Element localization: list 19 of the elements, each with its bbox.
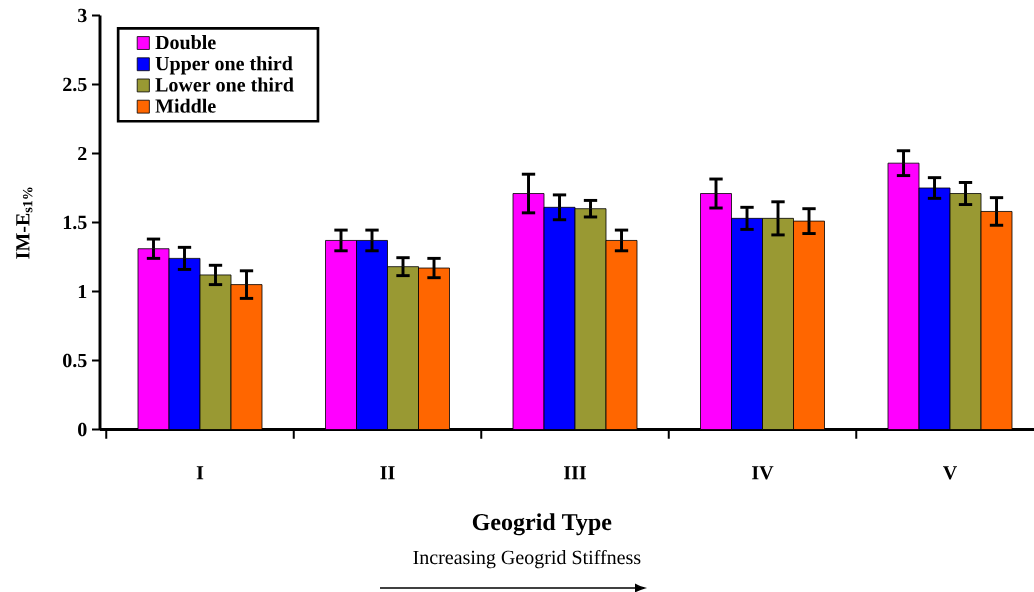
y-tick-label: 0.5 (63, 353, 87, 368)
legend-label: Double (155, 35, 216, 50)
legend-label: Lower one third (155, 77, 294, 92)
x-tick-label: I (196, 466, 204, 480)
text: Increasing Geogrid Stiffness (413, 549, 641, 569)
x-axis-title: Geogrid Type (472, 513, 612, 536)
y-tick-label: 1.5 (63, 215, 87, 230)
x-tick-label: III (564, 466, 586, 480)
legend-label: Upper one third (155, 56, 293, 75)
y-tick-label: 0 (78, 422, 87, 437)
y-tick-label: 2.5 (63, 77, 87, 92)
y-tick-label: 2 (78, 146, 87, 161)
legend-label: Middle (155, 98, 216, 113)
y-axis-title: IM-E$_{s1%}$ (16, 187, 33, 259)
y-tick-label: 1 (78, 284, 87, 299)
y-tick-label: 3 (78, 8, 87, 23)
x-tick-label: IV (752, 466, 774, 480)
x-tick-label: V (943, 466, 958, 480)
x-tick-label: II (380, 466, 395, 480)
